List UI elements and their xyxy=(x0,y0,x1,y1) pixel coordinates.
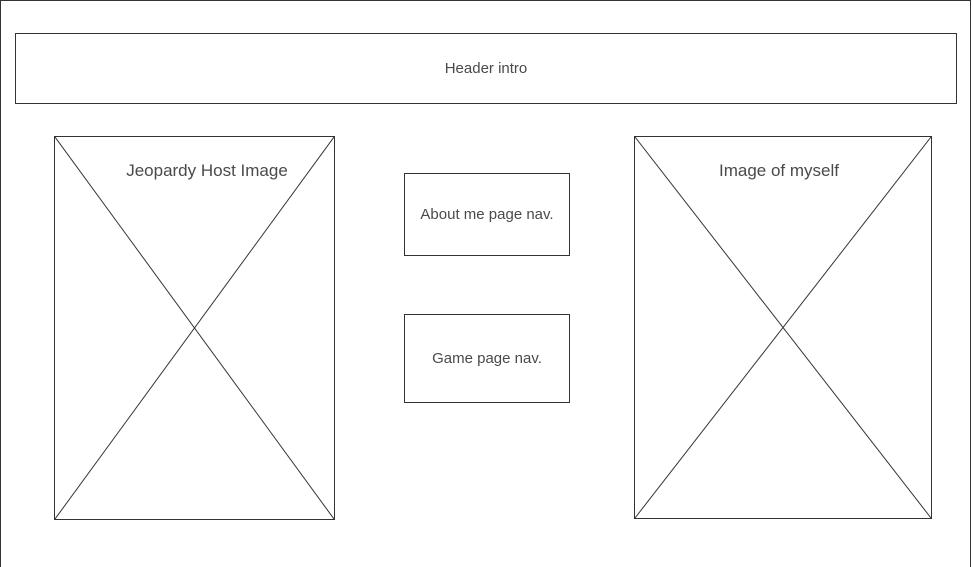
jeopardy-host-image-placeholder: Jeopardy Host Image xyxy=(54,136,335,520)
image-of-myself-label: Image of myself xyxy=(719,161,839,180)
about-me-nav-label: About me page nav. xyxy=(420,206,554,223)
image-placeholder-icon xyxy=(635,137,931,518)
game-page-nav-label: Game page nav. xyxy=(432,350,542,367)
image-placeholder-icon xyxy=(55,137,334,519)
header-intro: Header intro xyxy=(15,33,957,104)
image-of-myself-placeholder: Image of myself xyxy=(634,136,932,519)
header-intro-label: Header intro xyxy=(444,60,528,77)
game-page-nav-button[interactable]: Game page nav. xyxy=(404,314,570,403)
about-me-nav-button[interactable]: About me page nav. xyxy=(404,173,570,256)
jeopardy-host-image-label: Jeopardy Host Image xyxy=(126,161,288,180)
